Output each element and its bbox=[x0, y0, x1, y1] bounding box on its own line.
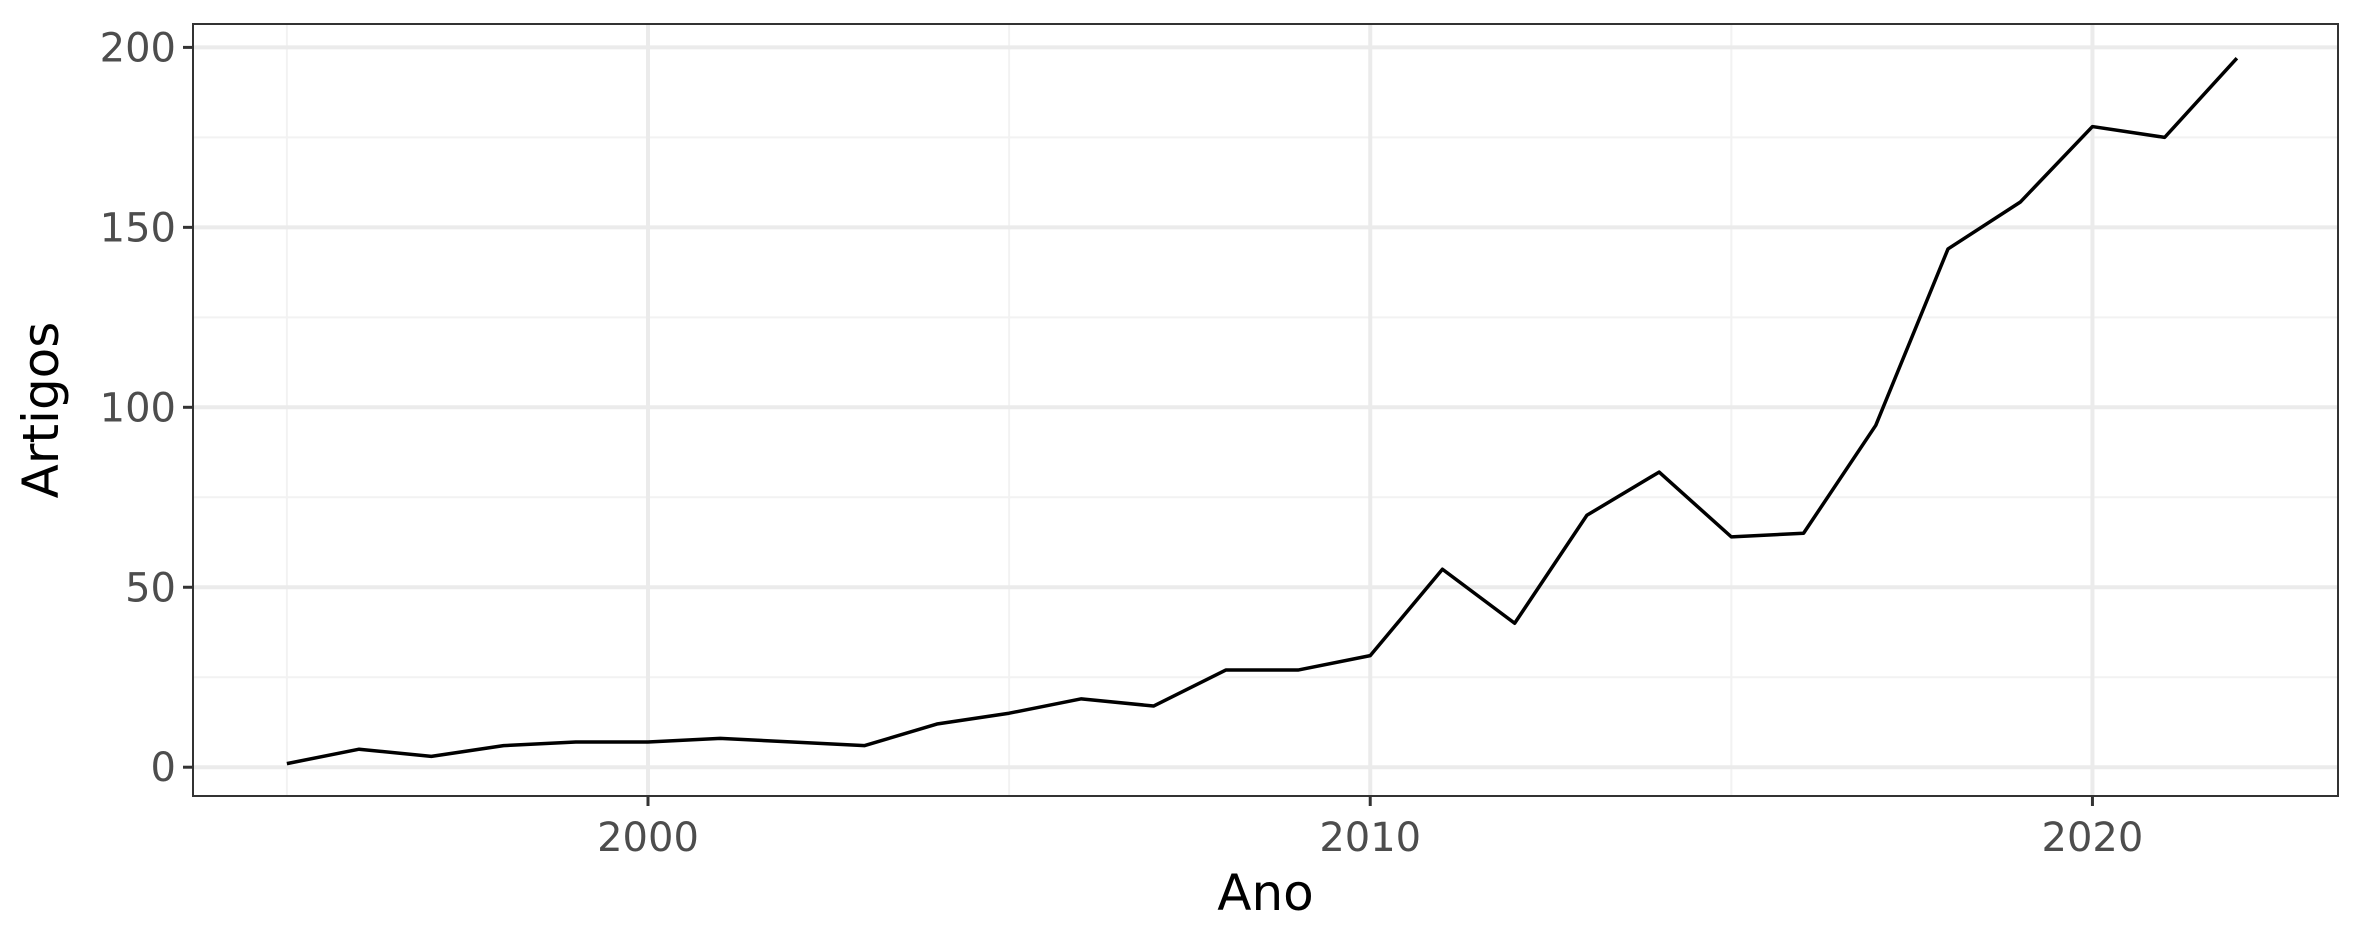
panel-border bbox=[192, 23, 2339, 797]
x-tick-label: 2010 bbox=[1319, 815, 1421, 861]
tick-labels: 2000 2010 2020 0 50 100 150 200 bbox=[100, 25, 2144, 861]
y-axis-title: Artigos bbox=[12, 322, 70, 499]
y-tick-label: 100 bbox=[100, 385, 176, 431]
series-line-0 bbox=[286, 57, 2239, 766]
y-tick-label: 150 bbox=[100, 205, 176, 251]
y-tick-label: 0 bbox=[151, 745, 176, 791]
x-tick-label: 2020 bbox=[2042, 815, 2144, 861]
axis-ticks bbox=[183, 45, 2094, 806]
x-axis-title: Ano bbox=[1217, 864, 1313, 922]
x-tick-label: 2000 bbox=[597, 815, 699, 861]
series-layer bbox=[286, 57, 2239, 766]
y-tick-label: 50 bbox=[125, 565, 176, 611]
y-tick-label: 200 bbox=[100, 25, 176, 71]
